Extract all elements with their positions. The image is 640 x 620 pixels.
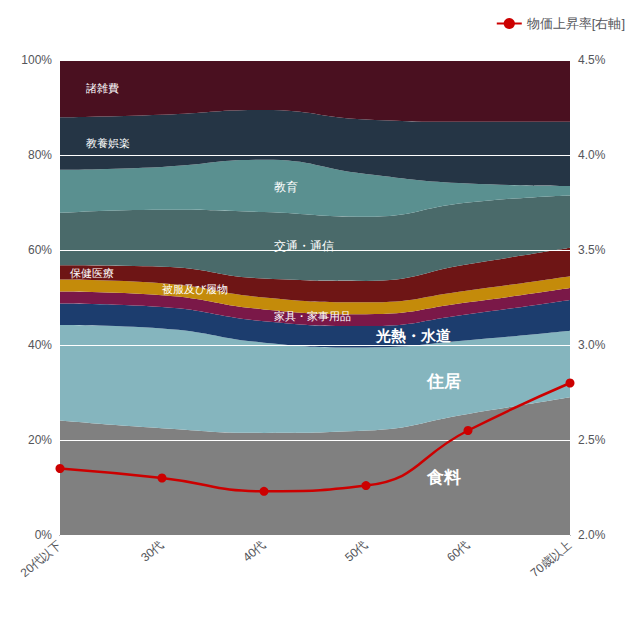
svg-text:物価上昇率[右軸]: 物価上昇率[右軸]	[527, 16, 625, 31]
svg-text:諸雑費: 諸雑費	[86, 82, 119, 94]
svg-text:4.5%: 4.5%	[578, 53, 606, 67]
svg-text:教育: 教育	[274, 180, 298, 194]
svg-text:100%: 100%	[21, 53, 52, 67]
svg-text:30代: 30代	[138, 538, 166, 565]
svg-text:光熱・水道: 光熱・水道	[375, 327, 452, 344]
svg-text:保健医療: 保健医療	[70, 267, 114, 279]
svg-text:2.0%: 2.0%	[578, 528, 606, 542]
svg-text:60%: 60%	[28, 243, 52, 257]
svg-text:60代: 60代	[444, 538, 472, 565]
svg-text:80%: 80%	[28, 148, 52, 162]
svg-text:70歳以上: 70歳以上	[528, 538, 575, 580]
svg-text:家具・家事用品: 家具・家事用品	[274, 310, 351, 322]
svg-text:2.5%: 2.5%	[578, 433, 606, 447]
svg-text:3.0%: 3.0%	[578, 338, 606, 352]
svg-text:50代: 50代	[342, 538, 370, 565]
svg-text:被服及び履物: 被服及び履物	[162, 283, 228, 295]
svg-text:0%: 0%	[35, 528, 53, 542]
svg-text:教養娯楽: 教養娯楽	[86, 137, 130, 149]
svg-text:住居: 住居	[426, 372, 461, 391]
svg-text:40代: 40代	[240, 538, 268, 565]
svg-text:交通・通信: 交通・通信	[274, 239, 334, 253]
svg-text:3.5%: 3.5%	[578, 243, 606, 257]
svg-text:4.0%: 4.0%	[578, 148, 606, 162]
svg-text:40%: 40%	[28, 338, 52, 352]
svg-text:20代以下: 20代以下	[18, 538, 65, 580]
svg-text:20%: 20%	[28, 433, 52, 447]
svg-text:食料: 食料	[426, 468, 461, 487]
